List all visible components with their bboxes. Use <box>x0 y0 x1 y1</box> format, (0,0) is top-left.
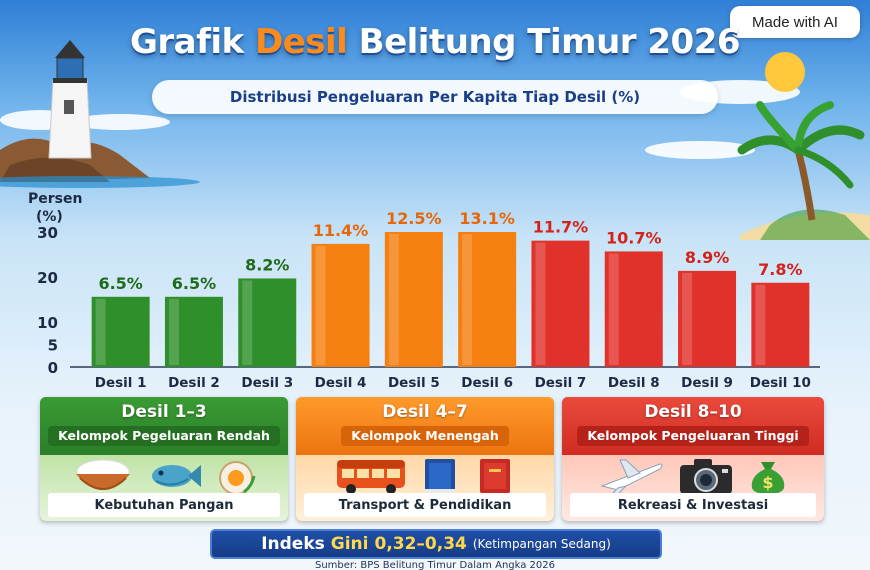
group-footer: Transport & Pendidikan <box>304 493 546 517</box>
x-tick-label: Desil 5 <box>388 375 440 391</box>
rice-bowl-icon <box>76 459 130 490</box>
gini-index-banner: Indeks Gini 0,32–0,34 (Ketimpangan Sedan… <box>210 529 662 559</box>
rocks-icon <box>0 138 200 188</box>
y-axis-label-unit: (%) <box>36 209 63 225</box>
gini-note: (Ketimpangan Sedang) <box>472 537 611 551</box>
book-icon <box>425 459 455 493</box>
group-title: Desil 1–3 <box>121 402 207 422</box>
group-card-high: Desil 8–10 Kelompok Pengeluaran Tinggi <box>562 397 824 521</box>
sun-icon <box>765 52 805 92</box>
bar-highlight <box>242 280 253 365</box>
group-card-middle: Desil 4–7 Kelompok Menengah <box>296 397 554 521</box>
y-tick-label: 20 <box>37 269 58 287</box>
bar-10 <box>751 282 810 367</box>
bar-highlight <box>388 234 399 365</box>
group-footer: Kebutuhan Pangan <box>48 493 280 517</box>
gini-value: 0,32–0,34 <box>374 534 467 554</box>
bar-value-label: 12.5% <box>386 209 442 228</box>
bar-7 <box>531 240 590 367</box>
bar-value-label: 6.5% <box>172 274 216 293</box>
bar-4 <box>311 243 370 367</box>
group-icons: $ <box>562 455 824 497</box>
bar-value-label: 7.8% <box>758 260 802 279</box>
source-note: Sumber: BPS Belitung Timur Dalam Angka 2… <box>314 560 556 570</box>
group-card-low: Desil 1–3 Kelompok Pegeluaran Rendah <box>40 397 288 521</box>
x-tick-label: Desil 4 <box>315 375 367 391</box>
bar-highlight <box>315 245 326 365</box>
bar-value-label: 13.1% <box>459 209 515 228</box>
group-card-header: Desil 1–3 Kelompok Pegeluaran Rendah <box>40 397 288 455</box>
egg-icon <box>219 461 256 495</box>
x-tick-label: Desil 7 <box>535 375 587 391</box>
fish-icon <box>152 465 201 487</box>
group-card-header: Desil 8–10 Kelompok Pengeluaran Tinggi <box>562 397 824 455</box>
bar-9 <box>678 270 737 367</box>
group-subtitle: Kelompok Pengeluaran Tinggi <box>577 426 809 446</box>
group-subtitle: Kelompok Menengah <box>341 426 509 446</box>
y-tick-label: 5 <box>48 337 58 355</box>
bus-icon <box>337 460 405 494</box>
group-card-body: $ Rekreasi & Investasi <box>562 455 824 521</box>
bar-highlight <box>95 298 106 365</box>
bar-value-label: 6.5% <box>98 274 142 293</box>
bar-value-label: 8.2% <box>245 255 289 274</box>
bar-highlight <box>682 272 693 365</box>
x-tick-label: Desil 10 <box>750 375 811 391</box>
title-part-2: Belitung Timur 2026 <box>358 22 741 62</box>
y-tick-label: 10 <box>37 314 58 332</box>
gini-label-word: Gini <box>330 534 369 554</box>
group-title: Desil 8–10 <box>644 402 742 422</box>
x-tick-label: Desil 8 <box>608 375 660 391</box>
bar-value-label: 11.4% <box>313 221 369 240</box>
group-card-header: Desil 4–7 Kelompok Menengah <box>296 397 554 455</box>
group-icons <box>40 455 288 497</box>
bar-highlight <box>535 242 546 365</box>
airplane-icon <box>600 459 663 495</box>
bar-5 <box>384 232 443 367</box>
money-bag-icon: $ <box>751 462 785 494</box>
gini-label: Indeks <box>261 534 325 554</box>
chart-subtitle: Distribusi Pengeluaran Per Kapita Tiap D… <box>152 80 718 114</box>
group-card-body: Kebutuhan Pangan <box>40 455 288 521</box>
bar-8 <box>604 251 663 367</box>
title-accent: Desil <box>255 22 348 62</box>
bar-highlight <box>462 234 473 365</box>
bar-3 <box>238 278 297 367</box>
bar-6 <box>458 232 517 367</box>
title-part-1: Grafik <box>129 22 244 62</box>
group-title: Desil 4–7 <box>382 402 468 422</box>
svg-text:$: $ <box>762 473 773 492</box>
group-icons <box>296 455 554 497</box>
bar-1 <box>91 296 150 367</box>
group-footer: Rekreasi & Investasi <box>570 493 816 517</box>
palm-tree-icon <box>737 101 870 240</box>
chart-title: Grafik Desil Belitung Timur 2026 <box>0 22 870 62</box>
lighthouse-icon <box>48 40 92 159</box>
x-tick-label: Desil 1 <box>95 375 147 391</box>
made-with-ai-badge: Made with AI <box>730 6 860 38</box>
bar-value-label: 11.7% <box>533 218 589 237</box>
camera-icon <box>680 459 732 494</box>
y-tick-label: 0 <box>48 359 58 377</box>
x-tick-label: Desil 2 <box>168 375 220 391</box>
group-subtitle: Kelompok Pegeluaran Rendah <box>48 426 280 446</box>
x-tick-label: Desil 9 <box>681 375 733 391</box>
bar-value-label: 8.9% <box>685 248 729 267</box>
y-axis-label: Persen <box>28 191 82 207</box>
bar-highlight <box>608 253 619 365</box>
bar-highlight <box>168 298 179 365</box>
bar-value-label: 10.7% <box>606 228 662 247</box>
book-icon <box>480 459 510 493</box>
x-tick-label: Desil 6 <box>461 375 513 391</box>
y-tick-label: 30 <box>37 224 58 242</box>
bar-chart: Persen (%) 0 5 10 20 30 6.5% 6.5% 8.2% 11.4% 12.… <box>28 191 820 391</box>
bar-highlight <box>755 284 766 365</box>
x-tick-label: Desil 3 <box>241 375 293 391</box>
group-card-body: Transport & Pendidikan <box>296 455 554 521</box>
bar-2 <box>164 296 223 367</box>
